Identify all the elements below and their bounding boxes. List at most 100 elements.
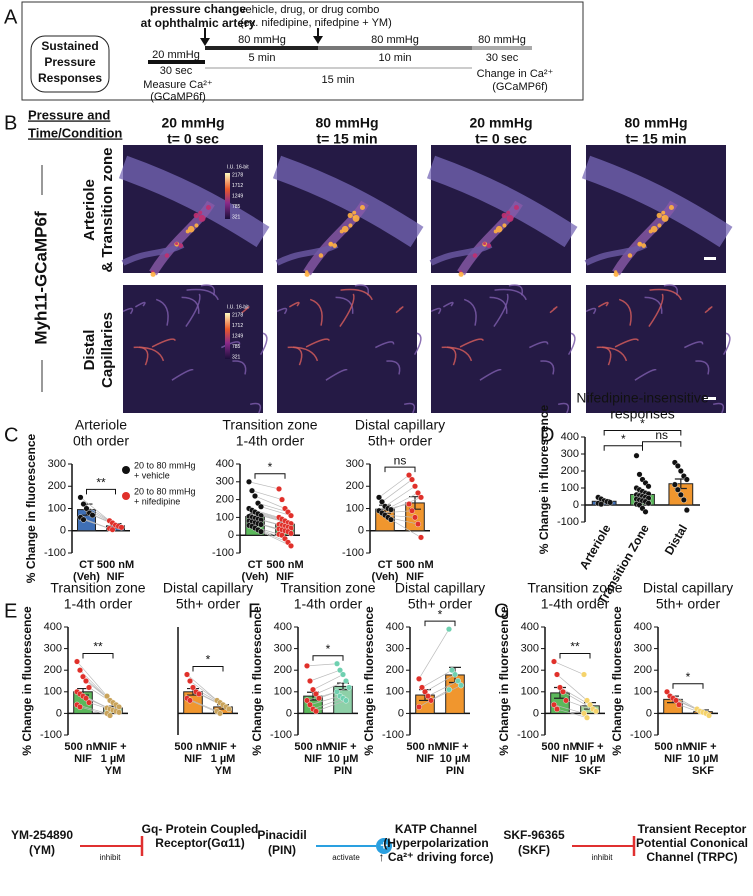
signal [205, 204, 211, 211]
data-point [216, 710, 223, 717]
pair-line [312, 697, 344, 710]
colorbar-tick: 1249 [232, 193, 243, 199]
data-point [587, 701, 594, 708]
significance-bracket [672, 683, 704, 689]
legend-entry: + vehicle [134, 470, 170, 480]
capillary [221, 341, 241, 349]
signal [304, 271, 310, 277]
capillary [122, 307, 134, 315]
capillary [325, 369, 348, 381]
pair-line [306, 663, 338, 667]
data-point [225, 706, 232, 713]
data-point [598, 501, 605, 508]
vessel [303, 200, 369, 276]
capillary [446, 346, 457, 366]
data-point [248, 487, 255, 494]
data-point [279, 496, 286, 503]
capillary [704, 306, 713, 314]
x-tick-label: NIF [304, 753, 322, 765]
y-tick-label: 300 [634, 643, 652, 655]
capillary [200, 284, 216, 296]
y-tick-label: 400 [561, 431, 579, 443]
signal [198, 215, 202, 219]
data-point [677, 491, 684, 498]
vessel [118, 155, 270, 248]
data-point [82, 695, 89, 702]
row-label: Distal [81, 330, 98, 371]
legend-marker [122, 492, 130, 500]
x-tick-label: 500 nM [654, 741, 691, 753]
data-point [103, 693, 110, 700]
protocol-box [30, 35, 110, 93]
data-point [642, 508, 649, 515]
significance-bracket [603, 445, 643, 451]
capillary [430, 307, 442, 315]
data-point [674, 486, 681, 493]
data-point [73, 658, 80, 665]
vessel [426, 155, 578, 248]
capillary [241, 306, 250, 314]
significance-bracket [254, 473, 286, 479]
capillary [138, 346, 149, 366]
significance-label: * [640, 417, 645, 431]
panel-label: E [4, 600, 17, 622]
y-tick-label: 0 [60, 525, 66, 537]
y-tick-label: -100 [212, 547, 234, 559]
pair-line [315, 700, 347, 712]
signal [613, 271, 619, 277]
chart-title: Transition zone [50, 580, 145, 596]
x-tick-label: NIF + [209, 741, 236, 753]
significance-label: ** [93, 640, 103, 654]
pair-line [248, 481, 280, 490]
x-tick-label: (Veh) [242, 571, 269, 583]
data-point [706, 712, 713, 719]
y-tick-label: 0 [286, 707, 292, 719]
data-point [189, 684, 196, 691]
pair-line [251, 490, 283, 500]
data-point [673, 697, 680, 704]
data-point [664, 688, 671, 695]
y-tick-label: 400 [634, 621, 652, 633]
column-header: 20 mmHg [469, 115, 532, 131]
capillary [249, 402, 262, 414]
data-point [288, 530, 295, 537]
significance-bracket [559, 653, 591, 659]
x-tick-label: CT [79, 559, 94, 571]
scale-bar [704, 397, 716, 400]
data-point [195, 690, 202, 697]
significance-label: ns [394, 453, 407, 467]
data-point [304, 662, 311, 669]
signal [187, 225, 195, 233]
y-tick-label: 200 [346, 480, 364, 492]
data-point [334, 688, 341, 695]
row-label: Capillaries [99, 312, 116, 388]
data-point [412, 514, 419, 521]
data-point [560, 688, 567, 695]
arrow-text: vehicle, drug, or drug combo [240, 4, 379, 16]
data-point [79, 673, 86, 680]
x-tick-label: PIN [334, 765, 352, 777]
x-tick-label: PIN [446, 765, 464, 777]
target: Potential Cononical [636, 836, 748, 850]
x-tick-label: CT [378, 559, 393, 571]
b-header: Pressure and [28, 107, 110, 122]
capillary [597, 301, 609, 308]
arrow-text: at ophthalmic artery [141, 16, 256, 30]
capillary [155, 298, 169, 326]
y-tick-label: -100 [342, 547, 364, 559]
chart-title: Distal capillary [355, 417, 445, 433]
data-point [645, 500, 652, 507]
y-tick-label: 300 [561, 448, 579, 460]
data-point [85, 699, 92, 706]
data-point [554, 671, 561, 678]
y-tick-label: 100 [216, 511, 234, 523]
data-point [680, 496, 687, 503]
colorbar-tick: 321 [232, 354, 241, 360]
x-tick-label: 500 nM [541, 741, 578, 753]
pair-line [390, 519, 422, 538]
data-point [415, 521, 422, 528]
drug: (SKF) [518, 843, 550, 857]
y-axis-label: % Change in fluorescence [24, 433, 38, 583]
data-point [288, 542, 295, 549]
data-point [428, 697, 435, 704]
